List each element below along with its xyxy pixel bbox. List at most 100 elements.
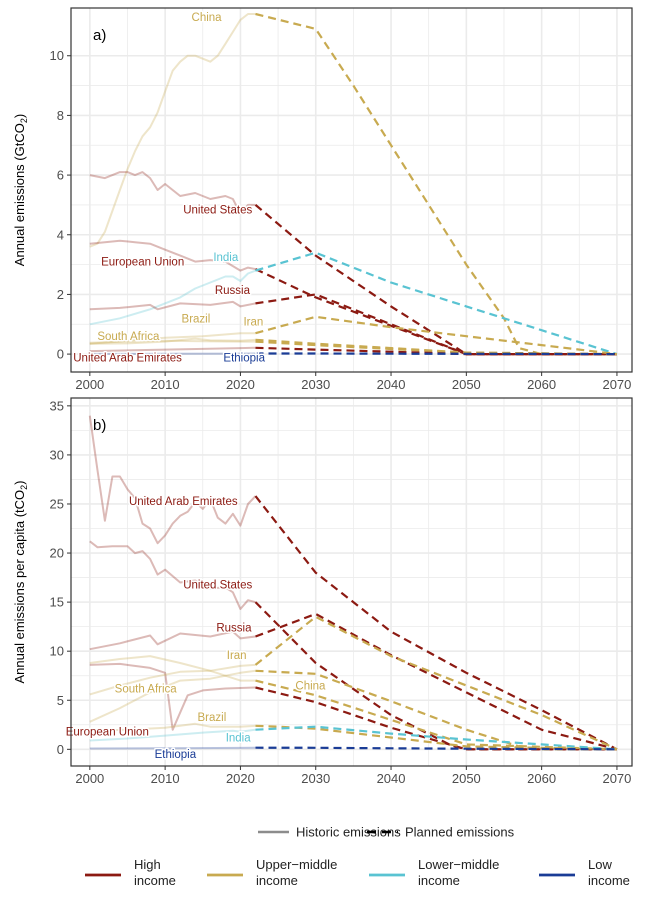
planned-line-south-africa [255,679,617,751]
y-axis-title: Annual emissions (GtCO2) [12,114,29,266]
x-tick-label: 2010 [151,771,180,786]
x-tick-label: 2060 [527,771,556,786]
y-tick-label: 4 [57,227,64,242]
legend-label-solid: Historic emissions [296,825,401,840]
plot-background [71,398,632,766]
planned-line-iran [255,315,618,356]
y-tick-label: 15 [50,595,64,610]
legend: Historic emissions Planned emissions High i… [85,825,630,888]
legend-label-dashed: Planned emissions [405,825,515,840]
country-label-united-states: United States [183,579,252,591]
y-tick-label: 10 [50,644,64,659]
y-tick-label: 5 [57,693,64,708]
x-tick-label: 2020 [226,771,255,786]
series-lines [89,12,618,356]
historic-line-south-africa [89,655,256,682]
historic-line-united-arab-emirates [89,346,256,353]
historic-line-india [89,269,256,326]
x-tick-label: 2040 [377,771,406,786]
country-label-brazil: Brazil [182,313,211,325]
plot-background [71,8,632,372]
y-tick-label: 35 [50,398,64,413]
historic-line-china [89,669,256,723]
country-label-china: China [295,681,326,693]
historic-line-south-africa [89,339,256,344]
historic-line-united-states [89,171,256,215]
country-label-china: China [192,12,223,24]
y-tick-label: 25 [50,496,64,511]
planned-line-united-states [254,204,617,356]
y-tick-label: 8 [57,108,64,123]
y-tick-label: 10 [50,48,64,63]
historic-line-russia [89,300,256,311]
panel-b-per-capita-emissions: United Arab Emirates United States Russia I… [12,397,633,786]
historic-line-iran [89,332,256,345]
country-label-european-union: European Union [66,727,149,739]
x-tick-label: 2050 [452,377,481,392]
country-label-ethiopia: Ethiopia [155,749,197,761]
y-tick-label: 6 [57,168,64,183]
country-label-iran: Iran [227,650,247,662]
historic-line-united-states [89,540,256,610]
country-label-ethiopia: Ethiopia [223,353,265,365]
y-tick-label: 0 [57,347,64,362]
historic-line-china [89,13,256,248]
planned-line-india [255,251,618,356]
historic-line-brazil [89,722,256,732]
x-tick-label: 2070 [602,377,631,392]
x-tick-label: 2030 [301,377,330,392]
historic-line-brazil [89,337,256,345]
country-label-iran: Iran [243,316,263,328]
planned-line-brazil [255,724,617,751]
y-tick-label: 2 [57,287,64,302]
legend-label-low-income: Low income [588,857,630,888]
planned-line-india [255,725,617,751]
x-tick-label: 2000 [75,377,104,392]
x-tick-label: 2040 [377,377,406,392]
planned-line-china [255,12,617,356]
country-label-european-union: European Union [101,257,184,269]
x-tick-label: 2000 [75,771,104,786]
historic-line-european-union [89,662,256,731]
x-tick-label: 2030 [301,771,330,786]
country-label-south-africa: South Africa [97,331,160,343]
y-tick-label: 30 [50,447,64,462]
planned-line-ethiopia [255,746,617,751]
y-tick-label: 20 [50,546,64,561]
x-tick-label: 2060 [527,377,556,392]
planned-line-ethiopia [255,352,617,356]
country-label-india: India [226,733,252,745]
panel-tag: b) [93,417,106,434]
historic-line-russia [89,630,256,651]
country-label-brazil: Brazil [198,712,227,724]
country-label-russia: Russia [216,623,252,635]
historic-line-united-arab-emirates [88,415,257,545]
y-tick-label: 0 [57,742,64,757]
x-tick-label: 2020 [226,377,255,392]
x-tick-label: 2070 [602,771,631,786]
historic-line-iran [89,663,256,696]
legend-label-upper-middle-income: Upper−middle income [256,857,337,888]
historic-line-india [89,728,256,742]
country-label-united-arab-emirates: United Arab Emirates [129,496,238,508]
planned-line-russia [255,612,618,751]
country-label-india: India [213,252,239,264]
country-label-united-states: United States [183,204,252,216]
planned-line-european-union [255,686,617,751]
legend-label-high-income: High income [134,857,176,888]
planned-line-iran [254,615,618,751]
panel-border [70,397,633,767]
country-label-united-arab-emirates: United Arab Emirates [73,353,182,365]
panel-a-total-emissions: China United States European Union India Rus… [12,7,633,392]
y-axis-title: Annual emissions per capita (tCO2) [12,480,29,683]
country-label-russia: Russia [215,285,251,297]
panel-border [70,7,633,373]
legend-label-lower-middle-income: Lower−middle income [418,857,499,888]
historic-line-ethiopia [89,746,256,750]
historic-line-european-union [89,239,256,272]
planned-line-united-arab-emirates [254,495,618,751]
x-tick-label: 2010 [151,377,180,392]
series-lines [88,415,618,751]
country-label-south-africa: South Africa [115,683,178,695]
